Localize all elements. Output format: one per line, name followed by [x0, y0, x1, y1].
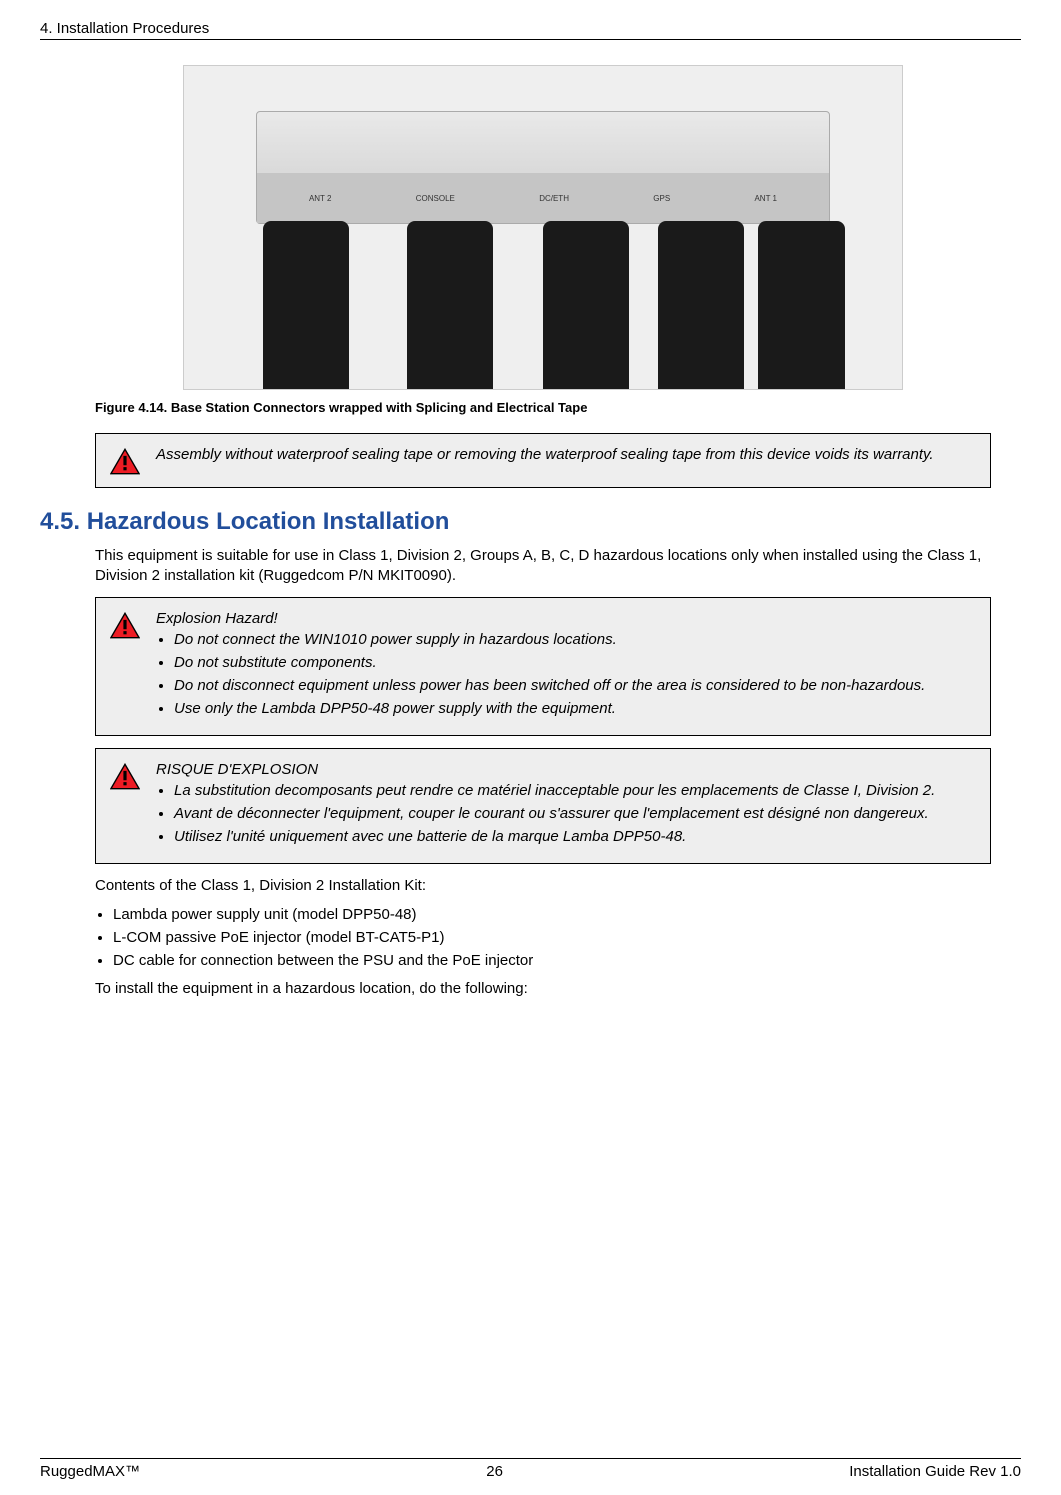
port-label: ANT 2 — [309, 194, 332, 203]
kit-outro: To install the equipment in a hazardous … — [95, 979, 991, 999]
warning-icon — [110, 448, 144, 475]
port-label: DC/ETH — [539, 194, 569, 203]
kit-list: Lambda power supply unit (model DPP50-48… — [95, 906, 991, 969]
warning-item: Use only the Lambda DPP50-48 power suppl… — [174, 700, 976, 717]
warning-callout: Explosion Hazard! Do not connect the WIN… — [95, 597, 991, 736]
footer-center: 26 — [486, 1463, 503, 1480]
warning-callout: RISQUE D'EXPLOSION La substitution decom… — [95, 748, 991, 864]
page-header: 4. Installation Procedures — [40, 20, 1021, 40]
port-label: CONSOLE — [416, 194, 455, 203]
warning-callout: Assembly without waterproof sealing tape… — [95, 433, 991, 488]
warning-text: Assembly without waterproof sealing tape… — [156, 446, 976, 463]
list-item: DC cable for connection between the PSU … — [113, 952, 991, 969]
section-number: 4.5. — [40, 508, 80, 535]
section-heading: 4.5. Hazardous Location Installation — [40, 508, 991, 536]
port-label: GPS — [653, 194, 670, 203]
kit-intro: Contents of the Class 1, Division 2 Inst… — [95, 876, 991, 896]
section-title-text: Hazardous Location Installation — [87, 508, 450, 535]
list-item: Lambda power supply unit (model DPP50-48… — [113, 906, 991, 923]
page-footer: RuggedMAX™ 26 Installation Guide Rev 1.0 — [40, 1458, 1021, 1480]
figure-image: ANT 2 CONSOLE DC/ETH GPS ANT 1 — [183, 65, 903, 390]
warning-item: Do not substitute components. — [174, 654, 976, 671]
warning-icon — [110, 612, 144, 639]
warning-item: La substitution decomposants peut rendre… — [174, 782, 976, 799]
footer-left: RuggedMAX™ — [40, 1463, 140, 1480]
warning-item: Avant de déconnecter l'equipment, couper… — [174, 805, 976, 822]
warning-heading: RISQUE D'EXPLOSION — [156, 761, 976, 778]
footer-right: Installation Guide Rev 1.0 — [849, 1463, 1021, 1480]
warning-heading: Explosion Hazard! — [156, 610, 976, 627]
warning-item: Do not disconnect equipment unless power… — [174, 677, 976, 694]
warning-item: Utilisez l'unité uniquement avec une bat… — [174, 828, 976, 845]
warning-icon — [110, 763, 144, 790]
figure-caption: Figure 4.14. Base Station Connectors wra… — [95, 400, 991, 415]
port-label: ANT 1 — [754, 194, 777, 203]
section-intro: This equipment is suitable for use in Cl… — [95, 546, 991, 587]
list-item: L-COM passive PoE injector (model BT-CAT… — [113, 929, 991, 946]
warning-item: Do not connect the WIN1010 power supply … — [174, 631, 976, 648]
